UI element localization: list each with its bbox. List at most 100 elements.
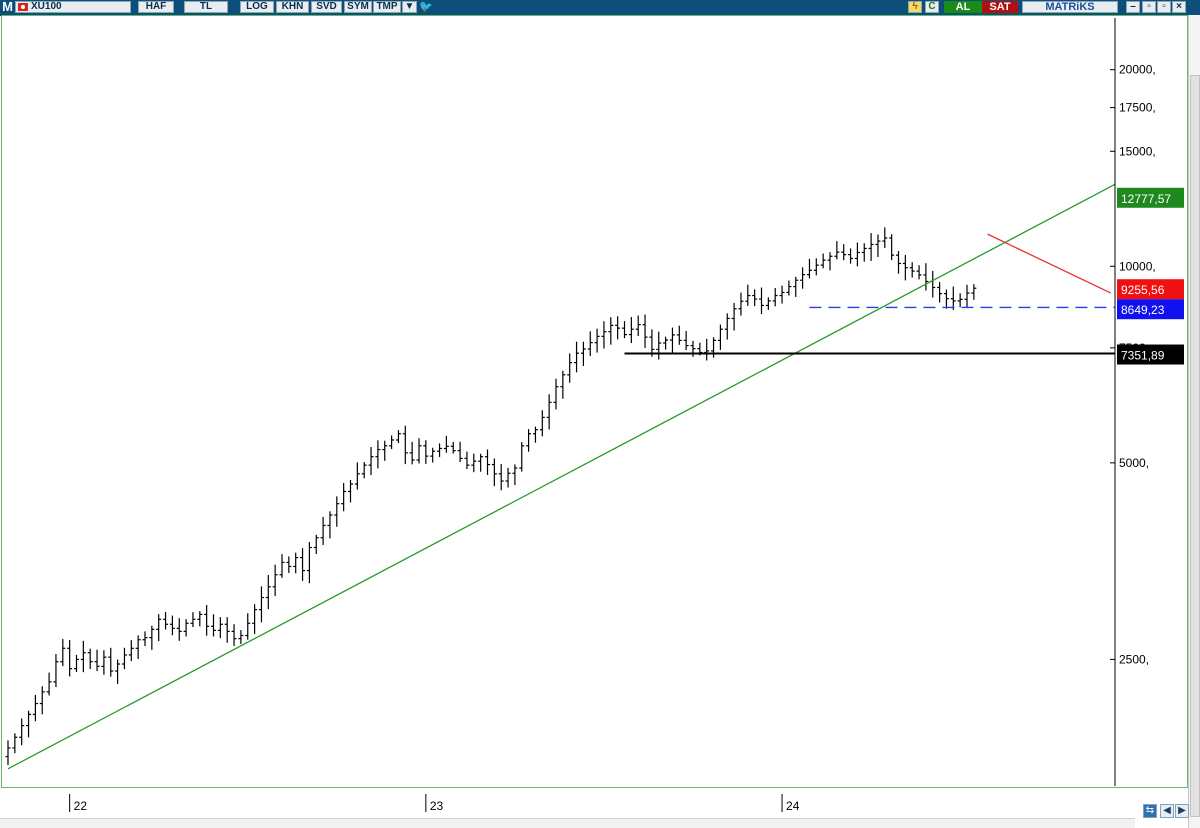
period-button[interactable]: HAF [138,1,174,13]
price-bar [478,453,484,472]
price-bar [875,234,881,257]
x-tick-label: 24 [786,799,800,813]
price-bar [628,316,634,344]
price-bar [108,647,114,677]
close-icon[interactable]: × [1172,1,1186,13]
brand-logo: MATRiKS [1022,1,1118,13]
price-bar [717,324,723,350]
price-bar [608,317,614,345]
trend-lines [7,183,1116,770]
price-bar [19,718,25,746]
price-bar [937,281,943,303]
price-bar [663,336,669,350]
price-bar [738,292,744,316]
price-bar [902,254,908,281]
price-bar [574,341,580,373]
price-bar [464,451,470,470]
price-bar [382,440,388,461]
y-tick-label: 2500, [1119,652,1149,666]
price-bar [868,233,874,261]
price-bar [779,285,785,304]
dropdown-arrow-icon[interactable]: ▼ [402,1,417,13]
ohlc-bars [5,227,977,766]
buy-button[interactable]: AL [944,1,982,13]
price-bar [930,270,936,298]
price-bar [971,284,977,300]
price-bar [793,276,799,297]
minimize-icon[interactable]: ▫ [1142,1,1156,13]
price-bar [128,640,134,662]
price-bar [471,453,477,473]
price-bar [423,440,429,464]
price-bar [491,458,497,487]
price-bar [176,618,182,641]
price-bar [211,614,216,637]
price-tag [1117,279,1184,300]
price-bar [820,253,826,269]
price-bar [53,654,59,688]
price-bar [950,286,956,310]
vertical-scrollbar[interactable] [1188,15,1200,828]
price-bar [286,556,292,573]
price-bar [320,516,326,546]
scroll-left-icon[interactable]: ◀ [1160,804,1174,818]
uptrend-line [7,183,1116,770]
price-bar [635,315,641,337]
y-tick-label: 10000, [1119,259,1156,273]
price-bar [601,321,607,349]
price-bar [957,293,963,308]
price-bar [485,449,490,475]
price-bar [224,617,230,643]
app-logo[interactable]: M [2,0,13,14]
price-bar [519,442,525,472]
x-tick-label: 23 [430,799,444,813]
price-bar [765,297,771,310]
price-bar [841,244,847,261]
price-bar [265,574,271,610]
price-bar [334,496,340,527]
price-bar [669,327,675,353]
sym-button[interactable]: SYM [344,1,372,13]
price-bar [505,467,511,488]
log-button[interactable]: LOG [240,1,274,13]
scroll-right-icon[interactable]: ▶ [1175,804,1189,818]
khn-button[interactable]: KHN [276,1,309,13]
sync-icon[interactable]: ⇆ [1143,804,1157,818]
price-bar [861,243,867,262]
price-bar [245,613,251,640]
svd-button[interactable]: SVD [311,1,342,13]
price-bar [39,686,45,715]
price-bar [402,425,408,465]
window-menu-icon[interactable]: – [1126,1,1140,13]
symbol-box[interactable]: XU100 [15,1,131,13]
y-tick-label: 15000, [1119,144,1156,158]
price-bar [594,328,600,353]
price-tag [1117,299,1184,320]
price-bar [348,480,353,503]
horizontal-scrollbar[interactable] [0,818,1135,828]
price-bar [416,438,422,464]
price-bar [12,733,18,754]
scroll-thumb[interactable] [1190,75,1200,817]
lightning-icon[interactable]: ϟ [908,1,922,13]
sell-button[interactable]: SAT [982,1,1018,13]
price-tag-label: 8649,23 [1121,303,1165,317]
price-bar [752,289,758,307]
price-bar [786,280,792,296]
downtrend-line [987,233,1112,294]
price-bar [142,631,148,647]
price-tag [1117,187,1184,208]
twitter-icon[interactable]: 🐦 [419,1,433,13]
refresh-icon[interactable]: C [925,1,939,13]
price-bar [580,341,586,366]
price-bar [115,659,121,684]
price-bar [567,353,573,383]
price-bar [361,462,367,479]
price-bar [546,394,552,430]
currency-button[interactable]: TL [184,1,228,13]
tmp-button[interactable]: TMP [373,1,401,13]
price-bar [430,447,436,463]
restore-icon[interactable]: ▫ [1157,1,1171,13]
price-tag-label: 12777,57 [1121,192,1171,206]
